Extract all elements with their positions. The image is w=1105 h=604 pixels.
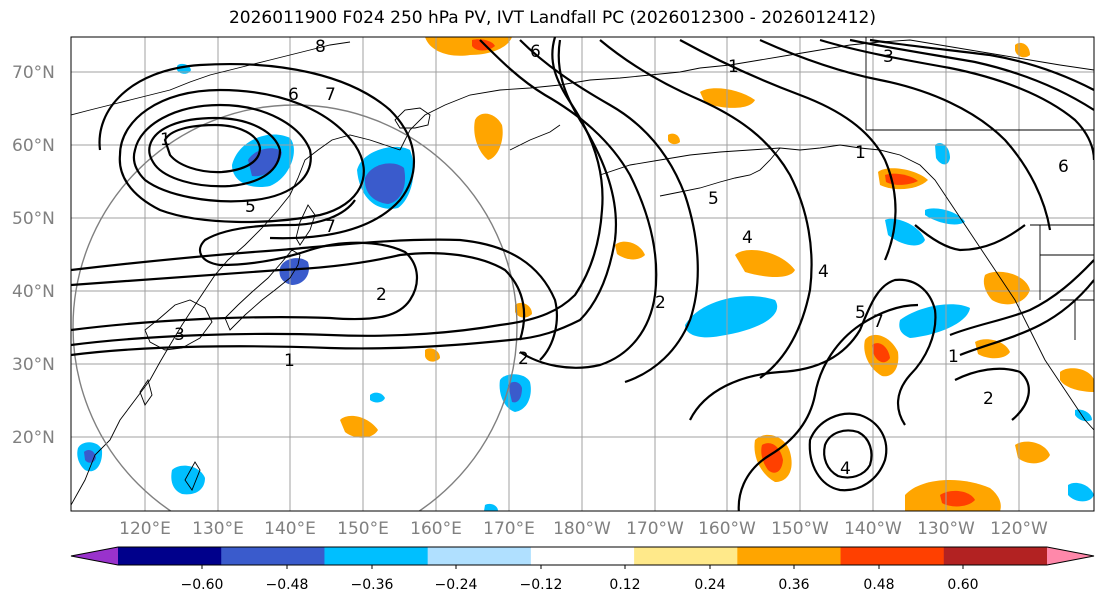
contour-label: 6 (288, 85, 299, 105)
graticule (71, 37, 1094, 511)
lon-label: 160°E (410, 519, 462, 539)
colorbar-bin (530, 547, 635, 565)
lon-label: 130°W (917, 519, 975, 539)
pv-contours (71, 37, 1094, 511)
contour-label: 7 (873, 312, 884, 332)
pv-negative-core (508, 381, 522, 403)
colorbar-bin (840, 547, 945, 565)
colorbar-bin (427, 547, 532, 565)
lon-label: 120°W (990, 519, 1048, 539)
pv-negative-blob (370, 392, 385, 403)
pv-positive-blob (615, 241, 645, 260)
pv-positive-blob (735, 250, 795, 277)
contour-label: 8 (315, 37, 326, 57)
colorbar-extend-low (71, 547, 118, 565)
contour-label: 2 (655, 293, 666, 313)
colorbar-tick-label: −0.48 (266, 577, 309, 593)
contour-label: 4 (818, 262, 829, 282)
contour-label: 6 (530, 42, 541, 62)
latitude-labels: 20°N 30°N 40°N 50°N 60°N 70°N (12, 63, 55, 448)
contour-label: 3 (174, 325, 185, 345)
pv-positive-blob (668, 133, 680, 145)
lon-label: 160°W (698, 519, 756, 539)
colorbar-tick-label: 0.60 (947, 577, 978, 593)
pv-negative-blob (925, 208, 965, 225)
lon-label: 130°E (192, 519, 244, 539)
contour-label: 5 (245, 197, 256, 217)
pv-negative-blob (1075, 409, 1092, 422)
colorbar-bin (943, 547, 1048, 565)
lat-label: 60°N (12, 136, 55, 156)
colorbar-extend-high (1047, 547, 1094, 565)
colorbar-tick-labels: −0.60 −0.48 −0.36 −0.24 −0.12 0.12 0.24 … (181, 577, 979, 593)
lat-label: 70°N (12, 63, 55, 83)
longitude-labels: 120°E 130°E 140°E 150°E 160°E 170°E 180°… (119, 519, 1048, 539)
pv-positive-blob (975, 339, 1010, 359)
contour-label: 5 (708, 189, 719, 209)
colorbar-tick-label: −0.36 (351, 577, 394, 593)
colorbar-bin (634, 547, 738, 565)
map-title: 2026011900 F024 250 hPa PV, IVT Landfall… (228, 8, 876, 28)
colorbar-tick-label: 0.24 (694, 577, 725, 593)
colorbar-bin (324, 547, 429, 565)
contour-label: 5 (855, 303, 866, 323)
pv-negative-core (248, 148, 282, 177)
colorbar-bin (221, 547, 325, 565)
pv-positive-blob (1015, 441, 1050, 464)
pv-positive-blob (474, 113, 503, 160)
contour-label: 1 (728, 57, 739, 77)
pv-negative-blob (1068, 482, 1094, 502)
map-frame (70, 36, 1095, 512)
colorbar-bin (737, 547, 842, 565)
pv-positive-blob (1060, 368, 1094, 392)
colorbar-tick-label: −0.60 (181, 577, 224, 593)
pv-positive-core (940, 490, 975, 507)
lon-label: 150°E (337, 519, 389, 539)
contour-label: 7 (325, 217, 336, 237)
colorbar-outline (70, 546, 1095, 566)
lon-label: 140°E (264, 519, 316, 539)
contour-label: 1 (948, 347, 959, 367)
lat-label: 30°N (12, 355, 55, 375)
lon-label: 140°W (844, 519, 902, 539)
pv-negative-blob (484, 503, 498, 511)
colorbar-tick-label: 0.48 (863, 577, 894, 593)
lat-label: 20°N (12, 428, 55, 448)
lon-label: 180°W (553, 519, 611, 539)
contour-label: 1 (855, 143, 866, 163)
pv-positive-blob (340, 415, 378, 438)
contour-label: 2 (376, 285, 387, 305)
contour-label: 2 (518, 349, 529, 369)
landfall-radius-circle (72, 104, 518, 511)
colorbar-tick-label: −0.12 (520, 577, 563, 593)
pv-negative-blob (685, 296, 778, 338)
contour-label: 4 (840, 459, 851, 479)
pv-positive-core (872, 343, 890, 363)
contour-label: 1 (284, 351, 295, 371)
colorbar-tick-label: −0.24 (435, 577, 478, 593)
contour-label: 1 (160, 130, 171, 150)
contour-label: 3 (883, 47, 894, 67)
contour-label: 7 (325, 85, 336, 105)
lat-label: 40°N (12, 282, 55, 302)
pv-negative-blob (171, 465, 205, 495)
lat-label: 50°N (12, 209, 55, 229)
colorbar-tick-label: 0.36 (778, 577, 809, 593)
map-layers: 1 2 2 3 4 4 5 5 5 6 6 6 7 7 7 8 1 1 1 4 … (71, 37, 1094, 511)
contour-labels: 1 2 2 3 4 4 5 5 5 6 6 6 7 7 7 8 1 1 1 4 … (160, 37, 1069, 479)
colorbar-tick-label: 0.12 (609, 577, 640, 593)
colorbar-bin (118, 547, 222, 565)
lon-label: 120°E (119, 519, 171, 539)
pv-negative-core (364, 163, 406, 204)
colorbar (70, 546, 1095, 569)
contour-label: 4 (742, 228, 753, 248)
lon-label: 170°E (483, 519, 535, 539)
contour-label: 2 (983, 389, 994, 409)
lon-label: 170°W (626, 519, 684, 539)
contour-label: 6 (1058, 157, 1069, 177)
lon-label: 150°W (771, 519, 829, 539)
